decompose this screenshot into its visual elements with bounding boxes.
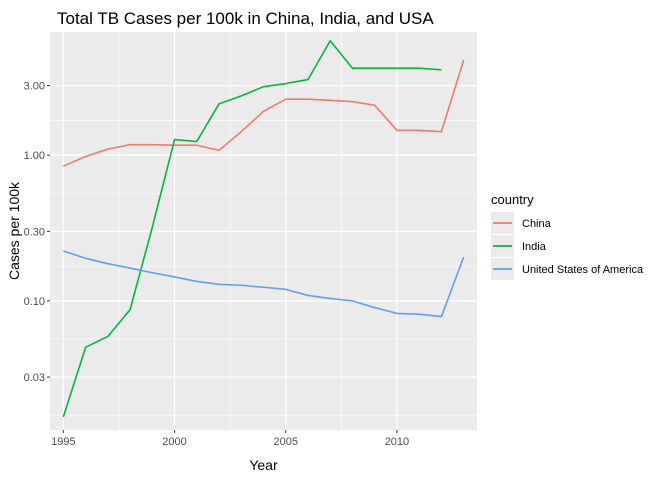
- y-tick-label: 0.03: [24, 372, 45, 384]
- x-tick-label: 2005: [273, 436, 297, 448]
- y-tick-label: 0.30: [24, 226, 45, 238]
- series-line-india: [62, 39, 442, 418]
- y-axis: 0.03 0.10 0.30 1.00 3.00: [24, 81, 50, 384]
- legend-label: India: [522, 241, 547, 253]
- legend-items: China India United States of America: [491, 212, 644, 280]
- x-tick-label: 2010: [385, 436, 409, 448]
- legend: country China India United States of Ameri…: [491, 192, 644, 280]
- series-lines: [62, 39, 465, 418]
- legend-label: United States of America: [522, 264, 644, 276]
- legend-title: country: [491, 192, 534, 207]
- y-tick-label: 3.00: [24, 81, 45, 93]
- x-tick-label: 2000: [162, 436, 186, 448]
- x-tick-label: 1995: [51, 436, 75, 448]
- series-line-china: [63, 59, 465, 167]
- series-line-united-states-of-america: [63, 250, 465, 318]
- y-axis-title: Cases per 100k: [6, 181, 22, 280]
- y-tick-label: 1.00: [24, 150, 45, 162]
- major-gridlines: [50, 32, 477, 430]
- x-axis: 1995 2000 2005 2010: [51, 430, 409, 448]
- y-tick-label: 0.10: [24, 296, 45, 308]
- chart-title: Total TB Cases per 100k in China, India,…: [57, 9, 434, 28]
- x-axis-title: Year: [249, 457, 278, 473]
- legend-label: China: [522, 218, 552, 230]
